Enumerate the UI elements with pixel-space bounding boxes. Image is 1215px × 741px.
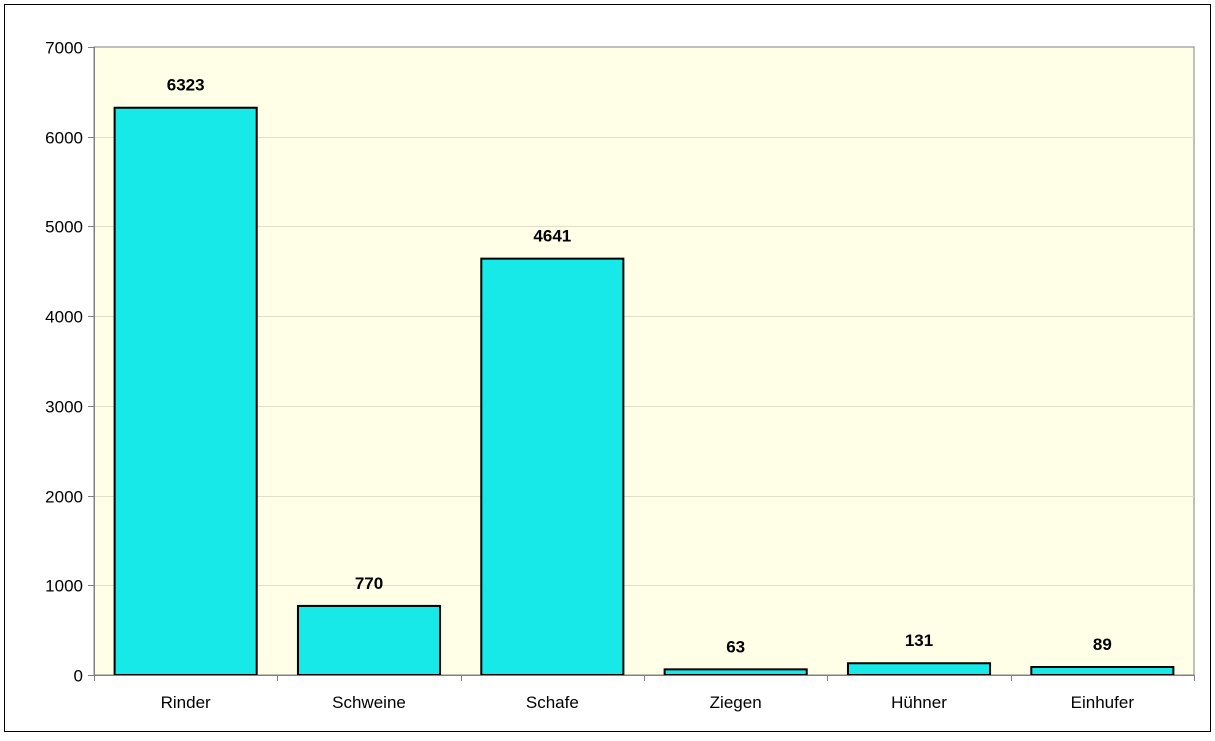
y-tick-label-1000: 1000 (45, 577, 83, 596)
data-label-schweine: 770 (355, 574, 383, 593)
plot-area (93, 46, 1195, 676)
data-label-hühner: 131 (905, 631, 933, 650)
y-tick-label-7000: 7000 (45, 39, 83, 58)
axes (88, 47, 1195, 681)
bars (113, 106, 1175, 677)
data-label-schafe: 4641 (533, 227, 571, 246)
y-tick-label-2000: 2000 (45, 488, 83, 507)
data-label-ziegen: 63 (726, 637, 745, 656)
bar-schweine (296, 604, 442, 676)
x-axis-tick-labels: Rinder Schweine Schafe Ziegen Hühner Einhufer (161, 693, 1135, 712)
data-label-einhufer: 89 (1093, 635, 1112, 654)
x-tick-label-ziegen: Ziegen (710, 693, 762, 712)
y-tick-label-4000: 4000 (45, 308, 83, 327)
bar-rinder (113, 106, 258, 676)
data-labels: 6323 770 4641 63 131 89 (167, 76, 1112, 657)
y-tick-label-6000: 6000 (45, 129, 83, 148)
bar-hühner (846, 662, 992, 677)
bar-schafe (480, 257, 625, 676)
y-axis-tick-labels: 0 1000 2000 3000 4000 5000 6000 7000 (45, 39, 83, 686)
x-tick-label-rinder: Rinder (161, 693, 211, 712)
y-tick-label-5000: 5000 (45, 218, 83, 237)
data-label-rinder: 6323 (167, 76, 205, 95)
y-tick-label-0: 0 (74, 667, 83, 686)
bar-ziegen (663, 668, 808, 677)
x-tick-label-hühner: Hühner (891, 693, 947, 712)
x-tick-label-einhufer: Einhufer (1071, 693, 1135, 712)
gridlines (94, 137, 1194, 586)
bar-einhufer (1030, 666, 1175, 677)
x-tick-label-schafe: Schafe (526, 693, 579, 712)
x-tick-label-schweine: Schweine (332, 693, 406, 712)
y-tick-label-3000: 3000 (45, 398, 83, 417)
